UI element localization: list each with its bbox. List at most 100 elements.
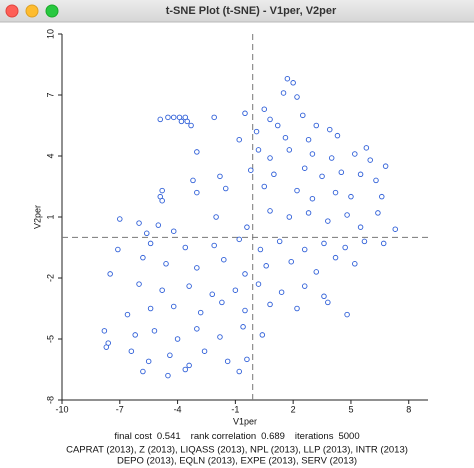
point [248, 167, 254, 173]
point [348, 193, 354, 200]
point [170, 114, 177, 121]
point [213, 214, 219, 220]
x-axis-label: V1per [233, 416, 257, 426]
point [186, 283, 192, 289]
point [284, 75, 291, 82]
y-tick-label: -8 [45, 396, 55, 404]
point [257, 246, 264, 253]
point [170, 228, 177, 234]
point [157, 116, 163, 123]
point [163, 261, 169, 267]
y-tick-label: -5 [45, 335, 55, 343]
point [313, 122, 320, 129]
variable-list: CAPRAT (2013), Z (2013), LIQASS (2013), … [66, 445, 408, 456]
point [280, 90, 287, 96]
point [232, 287, 239, 293]
point [305, 136, 312, 143]
point [267, 208, 273, 214]
point [328, 155, 335, 161]
point [255, 281, 262, 287]
point [334, 132, 341, 139]
window-title: t-SNE Plot (t-SNE) - V1per, V2per [166, 5, 337, 17]
y-tick-label: 7 [45, 92, 55, 97]
x-tick-label: 8 [406, 404, 411, 414]
point [178, 118, 185, 125]
point [361, 238, 368, 245]
point [332, 189, 339, 196]
point [294, 187, 300, 194]
point [211, 242, 217, 249]
point [261, 106, 268, 112]
x-tick-label: -1 [231, 404, 239, 414]
point [367, 157, 373, 163]
point [267, 155, 273, 161]
point [313, 269, 320, 275]
point [301, 246, 308, 253]
point [236, 136, 242, 143]
x-tick-label: 2 [291, 404, 296, 414]
point [159, 197, 165, 204]
point [140, 254, 146, 261]
point [155, 222, 162, 228]
point [221, 256, 227, 263]
point [342, 244, 348, 251]
plot: -10 -7 -4 -1 2 5 8 -8 -5 -2 1 4 7 10 V1per V2per final c… [32, 29, 428, 467]
point [186, 362, 192, 369]
stat-value: 0.541 [157, 431, 181, 442]
y-tick-label: 1 [45, 214, 55, 219]
stat-label: final cost [114, 431, 152, 442]
point [363, 145, 370, 151]
point [261, 183, 268, 190]
stat-value: 5000 [338, 431, 359, 442]
point [301, 165, 308, 171]
point [338, 169, 345, 176]
minimize-button[interactable] [25, 4, 39, 18]
x-tick-label: 5 [348, 404, 353, 414]
point [286, 147, 293, 153]
point [184, 118, 190, 125]
point [147, 305, 154, 312]
point [325, 218, 331, 224]
point [222, 185, 229, 192]
point [211, 114, 217, 121]
point [253, 128, 260, 135]
point [132, 332, 138, 338]
point [190, 177, 196, 184]
y-tick-label: -2 [45, 274, 55, 282]
point [217, 334, 223, 340]
point [147, 240, 154, 247]
point [197, 309, 204, 316]
point [332, 254, 339, 261]
point [294, 305, 300, 312]
point [352, 151, 358, 157]
point [194, 326, 200, 332]
point [107, 271, 113, 277]
point [242, 271, 248, 277]
point [136, 220, 142, 226]
point [319, 173, 325, 180]
point [305, 210, 312, 216]
point [242, 307, 248, 314]
point [344, 311, 350, 318]
point [136, 281, 142, 287]
point [240, 324, 246, 330]
close-button[interactable] [5, 4, 19, 18]
stats-line: final cost 0.541 rank correlation 0.689 iter… [114, 431, 359, 442]
point [144, 230, 150, 237]
zoom-button[interactable] [45, 4, 59, 18]
point [382, 163, 389, 169]
stat-value: 0.689 [261, 431, 285, 442]
point [276, 238, 283, 245]
point [236, 236, 242, 243]
point [286, 214, 293, 220]
point [159, 287, 165, 293]
point [288, 258, 294, 265]
point [321, 240, 327, 247]
point [159, 187, 165, 194]
x-tick-label: -10 [55, 404, 68, 414]
stat-label: iterations [295, 431, 334, 442]
point [357, 171, 364, 178]
point [182, 244, 189, 251]
point [101, 328, 108, 334]
point [379, 193, 385, 200]
